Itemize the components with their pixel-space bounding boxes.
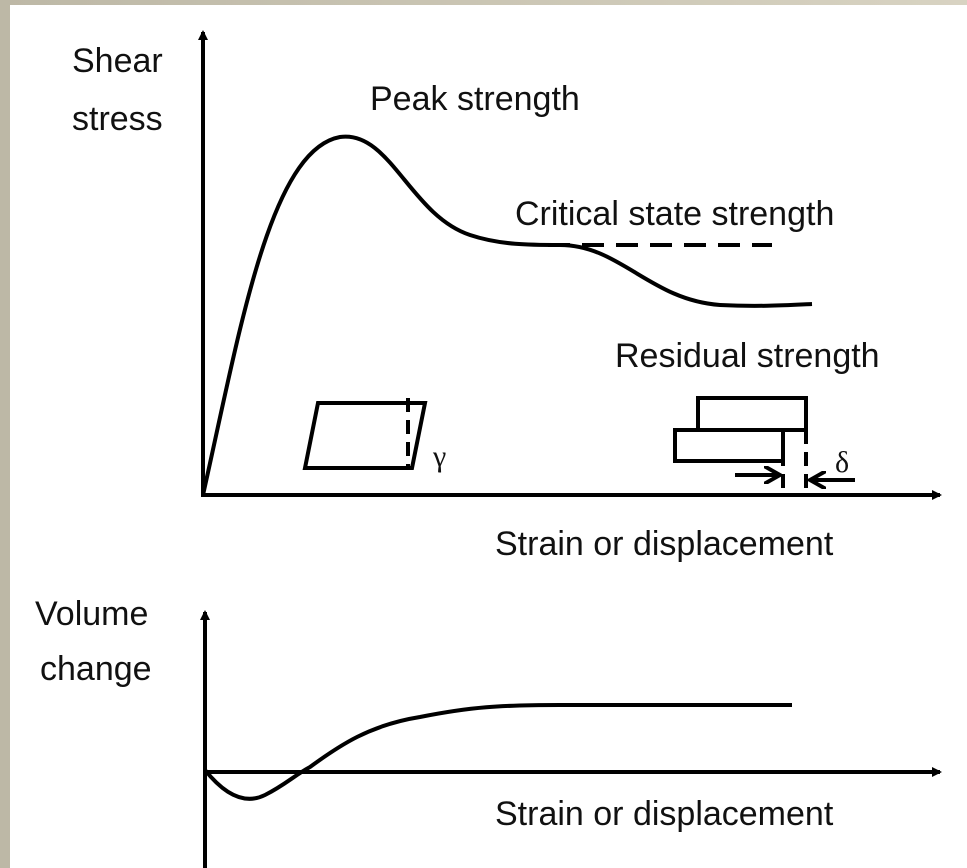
symbol: γ: [432, 440, 446, 473]
annotation: Peak strength: [370, 80, 580, 118]
symbol: δ: [835, 446, 849, 479]
diagram: Shear stress Peak strength Critical stat…: [0, 0, 967, 868]
y-label: change: [40, 650, 152, 688]
x-label: Strain or displacement: [495, 795, 834, 833]
x-label: Strain or displacement: [495, 525, 834, 563]
annotation: Residual strength: [615, 337, 880, 375]
y-label: Shear: [72, 42, 163, 80]
y-label: stress: [72, 100, 163, 138]
annotation: Critical state strength: [515, 195, 834, 233]
y-label: Volume: [35, 595, 148, 633]
